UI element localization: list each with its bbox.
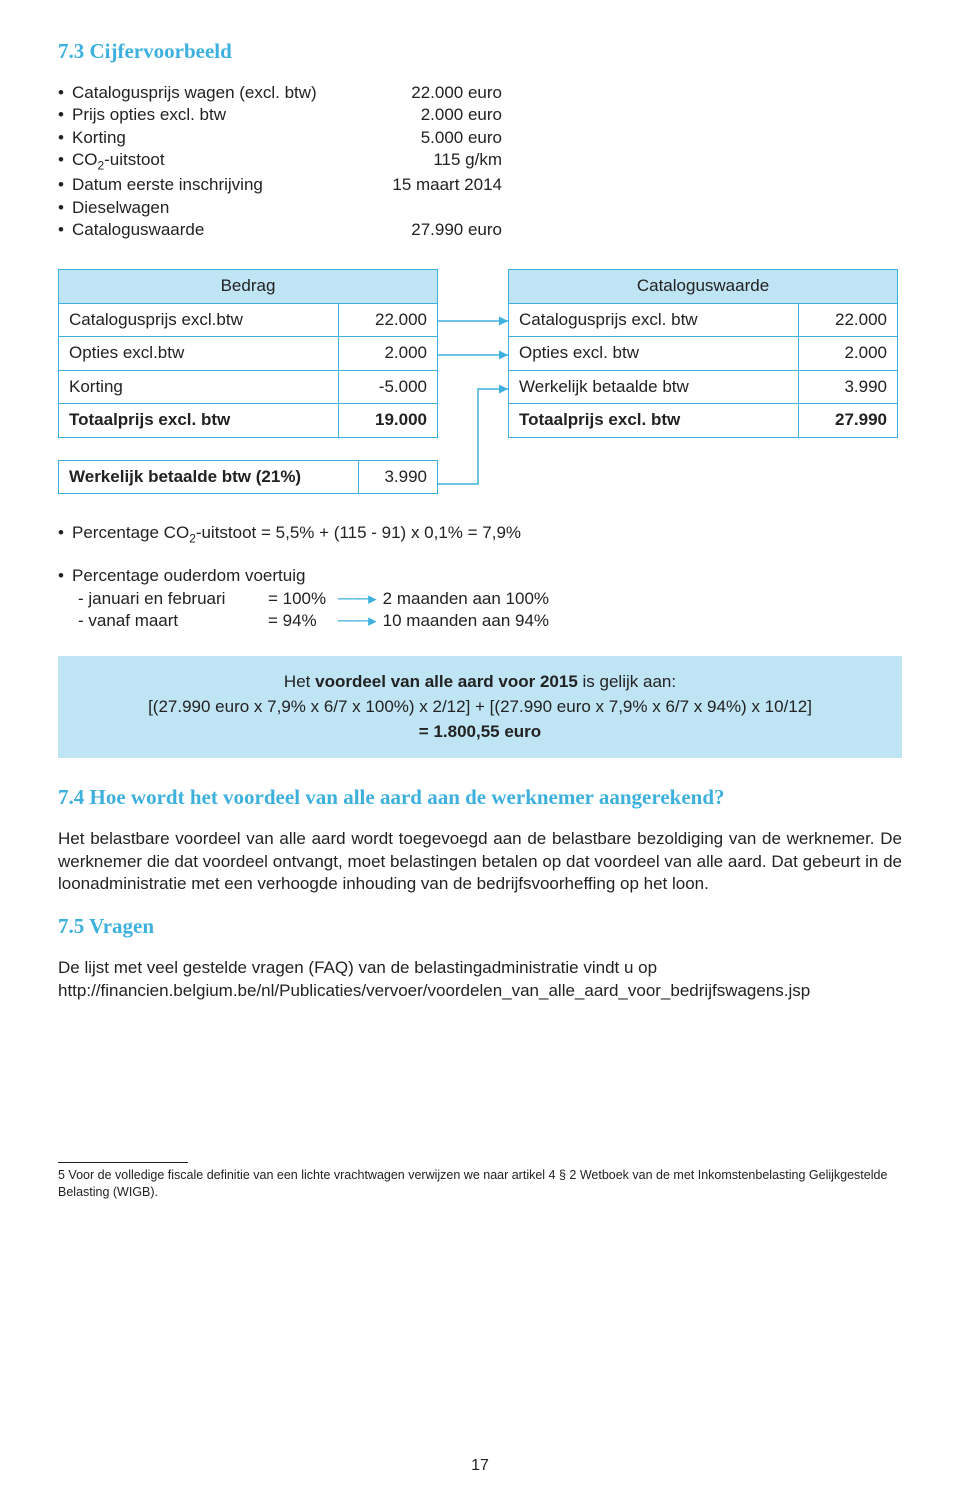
age-row-left: - januari en februari: [78, 588, 268, 610]
table-cell: Catalogusprijs excl. btw: [509, 303, 799, 336]
co2-percentage-line: Percentage CO2-uitstoot = 5,5% + (115 - …: [72, 522, 521, 547]
formula-result: = 1.800,55 euro: [76, 720, 884, 745]
input-label: CO2-uitstoot: [72, 149, 362, 174]
table-cell: Werkelijk betaalde btw: [509, 370, 799, 403]
section-7-3-title: 7.3 Cijfervoorbeeld: [58, 38, 902, 66]
section-7-4-title: 7.4 Hoe wordt het voordeel van alle aard…: [58, 784, 902, 812]
input-label: Korting: [72, 127, 362, 149]
age-row-right: 10 maanden aan 94%: [383, 610, 549, 632]
section-7-5-title: 7.5 Vragen: [58, 913, 902, 941]
section-7-4-body: Het belastbare voordeel van alle aard wo…: [58, 828, 902, 895]
input-value: 22.000 euro: [362, 82, 502, 104]
page-number: 17: [0, 1455, 960, 1476]
table-cell: 2.000: [798, 337, 897, 370]
input-label: Datum eerste inschrijving: [72, 174, 362, 196]
age-row-mid: = 94%: [268, 610, 338, 632]
table-cell: -5.000: [338, 370, 437, 403]
table-cell: Totaalprijs excl. btw: [59, 404, 339, 437]
table-cell: Korting: [59, 370, 339, 403]
formula-box: Het voordeel van alle aard voor 2015 is …: [58, 656, 902, 758]
age-row-left: - vanaf maart: [78, 610, 268, 632]
table-cell: 3.990: [358, 460, 437, 493]
input-value: 27.990 euro: [362, 219, 502, 241]
calc-bullets: •Percentage CO2-uitstoot = 5,5% + (115 -…: [58, 522, 902, 632]
footnote: 5 Voor de volledige fiscale definitie va…: [58, 1167, 902, 1201]
input-value: 2.000 euro: [362, 104, 502, 126]
input-value: 5.000 euro: [362, 127, 502, 149]
table-cell: Opties excl. btw: [509, 337, 799, 370]
formula-text-bold: voordeel van alle aard voor 2015: [315, 672, 578, 691]
table-cell: Opties excl.btw: [59, 337, 339, 370]
table-cell: 22.000: [798, 303, 897, 336]
table-cell: 22.000: [338, 303, 437, 336]
input-label: Prijs opties excl. btw: [72, 104, 362, 126]
input-label: Cataloguswaarde: [72, 219, 362, 241]
cataloguswaarde-header: Cataloguswaarde: [509, 270, 898, 303]
table-cell: Catalogusprijs excl.btw: [59, 303, 339, 336]
table-cell: 27.990: [798, 404, 897, 437]
table-cell: Totaalprijs excl. btw: [509, 404, 799, 437]
table-cell: 19.000: [338, 404, 437, 437]
age-percentage-heading: Percentage ouderdom voertuig: [72, 565, 305, 587]
input-label: Dieselwagen: [72, 197, 362, 219]
tables-row: Bedrag Catalogusprijs excl.btw22.000 Opt…: [58, 269, 902, 494]
footnote-rule: [58, 1162, 188, 1163]
cataloguswaarde-table: Cataloguswaarde Catalogusprijs excl. btw…: [508, 269, 898, 437]
bedrag-table: Bedrag Catalogusprijs excl.btw22.000 Opt…: [58, 269, 438, 437]
table-cell: 2.000: [338, 337, 437, 370]
arrow-icon: ───▸: [338, 588, 375, 610]
section-7-5-body: De lijst met veel gestelde vragen (FAQ) …: [58, 957, 902, 1002]
input-value: 15 maart 2014: [362, 174, 502, 196]
age-row-mid: = 100%: [268, 588, 338, 610]
input-list: •Catalogusprijs wagen (excl. btw)22.000 …: [58, 82, 902, 242]
bedrag-header: Bedrag: [59, 270, 438, 303]
formula-text: Het: [284, 672, 315, 691]
arrow-icon: ───▸: [338, 610, 375, 632]
btw-table: Werkelijk betaalde btw (21%)3.990: [58, 460, 438, 494]
input-value: 115 g/km: [362, 149, 502, 171]
formula-text: is gelijk aan:: [578, 672, 676, 691]
age-row-right: 2 maanden aan 100%: [383, 588, 549, 610]
table-cell: Werkelijk betaalde btw (21%): [59, 460, 359, 493]
input-label: Catalogusprijs wagen (excl. btw): [72, 82, 362, 104]
formula-line: [(27.990 euro x 7,9% x 6/7 x 100%) x 2/1…: [76, 695, 884, 720]
table-cell: 3.990: [798, 370, 897, 403]
